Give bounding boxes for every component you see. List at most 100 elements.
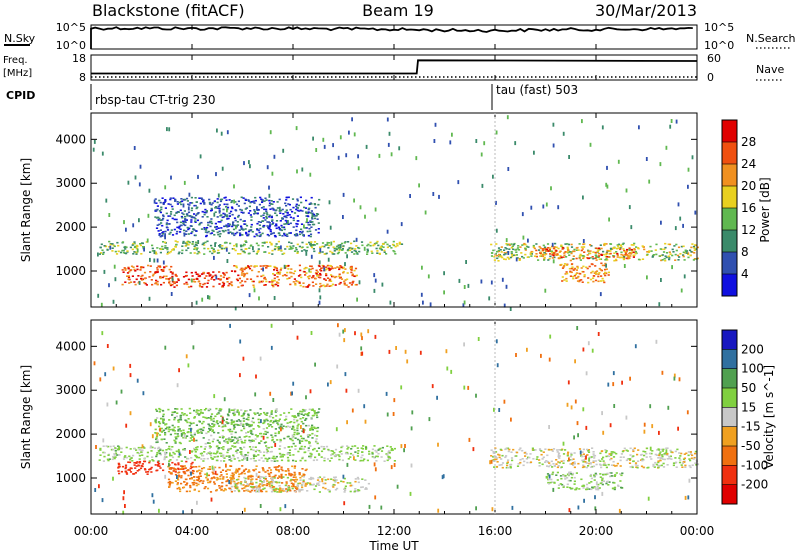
data-cell bbox=[573, 250, 576, 253]
data-cell bbox=[640, 459, 643, 461]
data-cell bbox=[179, 442, 182, 445]
data-cell bbox=[301, 475, 304, 477]
data-cell bbox=[547, 474, 550, 477]
data-cell bbox=[174, 199, 177, 201]
data-cell bbox=[561, 474, 564, 477]
data-cell bbox=[282, 425, 285, 427]
data-cell bbox=[613, 475, 616, 477]
data-cell bbox=[615, 251, 618, 253]
data-cell bbox=[243, 476, 246, 479]
data-cell bbox=[308, 241, 311, 244]
data-cell bbox=[372, 244, 375, 247]
data-cell bbox=[343, 280, 346, 283]
scatter-echo bbox=[364, 419, 367, 424]
data-cell bbox=[143, 460, 146, 463]
scatter-echo bbox=[323, 144, 326, 149]
scatter-echo bbox=[218, 209, 221, 214]
data-cell bbox=[340, 450, 343, 452]
data-cell bbox=[293, 416, 296, 418]
data-cell bbox=[559, 483, 562, 485]
data-cell bbox=[247, 200, 251, 202]
data-cell bbox=[657, 448, 660, 450]
data-cell bbox=[215, 489, 218, 491]
scatter-echo bbox=[684, 495, 687, 500]
data-cell bbox=[172, 429, 175, 432]
scatter-echo bbox=[446, 366, 449, 371]
data-cell bbox=[233, 265, 236, 267]
data-cell bbox=[190, 477, 193, 480]
data-cell bbox=[184, 215, 187, 218]
scatter-echo bbox=[342, 215, 344, 219]
data-cell bbox=[112, 455, 115, 458]
data-cell bbox=[200, 197, 203, 199]
data-cell bbox=[386, 246, 389, 249]
data-cell bbox=[224, 229, 227, 232]
data-cell bbox=[185, 242, 189, 245]
data-cell bbox=[311, 484, 314, 486]
data-cell bbox=[247, 418, 250, 421]
data-cell bbox=[212, 275, 215, 278]
data-cell bbox=[253, 412, 256, 414]
data-cell bbox=[218, 235, 221, 238]
data-cell bbox=[248, 439, 251, 442]
data-cell bbox=[207, 474, 210, 477]
data-cell bbox=[280, 423, 283, 426]
data-cell bbox=[510, 451, 513, 453]
data-cell bbox=[198, 284, 201, 287]
scatter-echo bbox=[339, 244, 342, 248]
data-cell bbox=[193, 248, 196, 250]
data-cell bbox=[579, 273, 582, 275]
scatter-echo bbox=[268, 193, 271, 198]
data-cell bbox=[189, 484, 192, 487]
data-cell bbox=[600, 253, 603, 256]
data-cell bbox=[139, 244, 142, 247]
data-cell bbox=[186, 226, 189, 229]
scatter-echo bbox=[112, 299, 115, 304]
data-cell bbox=[682, 458, 686, 460]
data-cell bbox=[225, 215, 229, 218]
data-cell bbox=[299, 274, 302, 276]
data-cell bbox=[243, 436, 246, 438]
data-cell bbox=[309, 271, 312, 273]
data-cell bbox=[284, 211, 287, 213]
data-cell bbox=[160, 248, 163, 251]
data-cell bbox=[170, 448, 173, 451]
data-cell bbox=[131, 248, 134, 251]
data-cell bbox=[337, 454, 340, 456]
beam-title: Beam 19 bbox=[362, 1, 434, 20]
scatter-echo bbox=[151, 493, 154, 498]
data-cell bbox=[255, 233, 258, 235]
data-cell bbox=[322, 265, 325, 267]
data-cell bbox=[679, 459, 682, 461]
data-cell bbox=[161, 245, 164, 248]
data-cell bbox=[626, 458, 630, 460]
data-cell bbox=[192, 278, 195, 281]
scatter-echo bbox=[221, 166, 224, 171]
data-cell bbox=[191, 482, 194, 484]
data-cell bbox=[257, 476, 260, 478]
data-cell bbox=[231, 472, 234, 474]
data-cell bbox=[337, 482, 340, 484]
scatter-echo bbox=[392, 412, 395, 416]
data-cell bbox=[354, 478, 357, 480]
data-cell bbox=[296, 209, 299, 212]
data-cell bbox=[294, 480, 297, 483]
data-cell bbox=[541, 458, 544, 460]
data-cell bbox=[235, 278, 239, 281]
data-cell bbox=[357, 450, 360, 452]
data-cell bbox=[601, 479, 604, 482]
data-cell bbox=[309, 233, 313, 236]
scatter-echo bbox=[630, 225, 633, 230]
scatter-echo bbox=[280, 474, 283, 479]
data-cell bbox=[318, 476, 322, 478]
data-cell bbox=[232, 428, 236, 430]
data-cell bbox=[153, 447, 157, 449]
data-cell bbox=[616, 256, 619, 258]
data-cell bbox=[138, 454, 141, 457]
noise-right-label: N.Search bbox=[746, 32, 796, 45]
data-cell bbox=[612, 255, 615, 257]
data-cell bbox=[243, 446, 246, 449]
scatter-echo bbox=[495, 130, 498, 135]
data-cell bbox=[200, 221, 203, 224]
data-cell bbox=[287, 435, 290, 438]
